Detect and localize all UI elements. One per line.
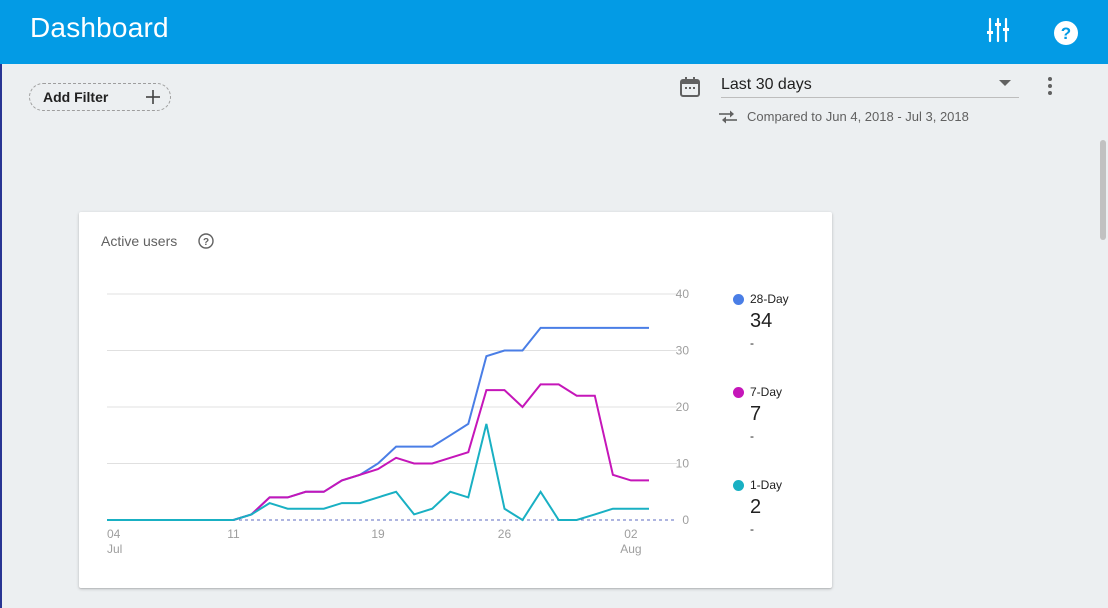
card-title: Active users bbox=[101, 233, 178, 249]
legend-dot-icon bbox=[733, 294, 744, 305]
series-line-1-day bbox=[107, 423, 649, 522]
top-app-bar: Dashboard ? bbox=[0, 0, 1108, 64]
legend-series-name: 28-Day bbox=[750, 292, 789, 306]
series-line-28-day bbox=[107, 326, 649, 521]
legend-series-value: 7 bbox=[750, 403, 762, 425]
legend-dot-icon bbox=[733, 387, 744, 398]
x-tick-label: 11 bbox=[227, 527, 240, 541]
series-line-7-day bbox=[107, 383, 649, 521]
calendar-icon[interactable] bbox=[678, 75, 702, 99]
x-tick-label: 19 bbox=[371, 527, 385, 541]
svg-text:?: ? bbox=[1061, 24, 1071, 43]
y-tick-label: 20 bbox=[676, 400, 690, 414]
x-tick-label: 02 bbox=[624, 527, 638, 541]
active-users-card: Active users ? 0 10 20 30 40 04 Jul 11 19 26 02 Aug… bbox=[79, 212, 832, 588]
x-tick-label-month: Aug bbox=[620, 542, 641, 556]
page-title: Dashboard bbox=[30, 12, 169, 43]
legend-series-value: 34 bbox=[750, 310, 773, 332]
compare-arrows-icon bbox=[718, 109, 738, 125]
date-range-value: Last 30 days bbox=[721, 76, 812, 93]
add-filter-button[interactable]: Add Filter bbox=[29, 83, 171, 111]
dropdown-arrow-icon bbox=[999, 80, 1011, 86]
legend-series-value: 2 bbox=[750, 496, 762, 518]
help-icon[interactable]: ? bbox=[1050, 16, 1084, 50]
left-edge-divider bbox=[0, 64, 2, 608]
legend-series-change: - bbox=[750, 522, 754, 536]
legend-series-change: - bbox=[750, 429, 754, 443]
legend-series-change: - bbox=[750, 336, 754, 350]
page-scrollbar[interactable] bbox=[1100, 140, 1106, 240]
legend-series-name: 1-Day bbox=[750, 478, 783, 492]
y-tick-label: 0 bbox=[682, 513, 689, 527]
legend-dot-icon bbox=[733, 480, 744, 491]
more-vert-icon[interactable] bbox=[1040, 74, 1060, 98]
help-outline-icon[interactable]: ? bbox=[197, 232, 215, 250]
tune-icon[interactable] bbox=[983, 14, 1017, 48]
compare-range-text: Compared to Jun 4, 2018 - Jul 3, 2018 bbox=[747, 109, 969, 124]
legend-series-name: 7-Day bbox=[750, 385, 783, 399]
x-tick-label: 04 bbox=[107, 527, 121, 541]
plus-icon bbox=[144, 88, 162, 106]
y-tick-label: 10 bbox=[676, 457, 690, 471]
y-tick-label: 40 bbox=[676, 287, 690, 301]
add-filter-label: Add Filter bbox=[43, 89, 109, 105]
date-range-select[interactable]: Last 30 days bbox=[721, 72, 1019, 98]
svg-text:?: ? bbox=[203, 237, 209, 248]
y-tick-label: 30 bbox=[676, 344, 690, 358]
x-tick-label-month: Jul bbox=[107, 542, 122, 556]
x-tick-label: 26 bbox=[498, 527, 512, 541]
